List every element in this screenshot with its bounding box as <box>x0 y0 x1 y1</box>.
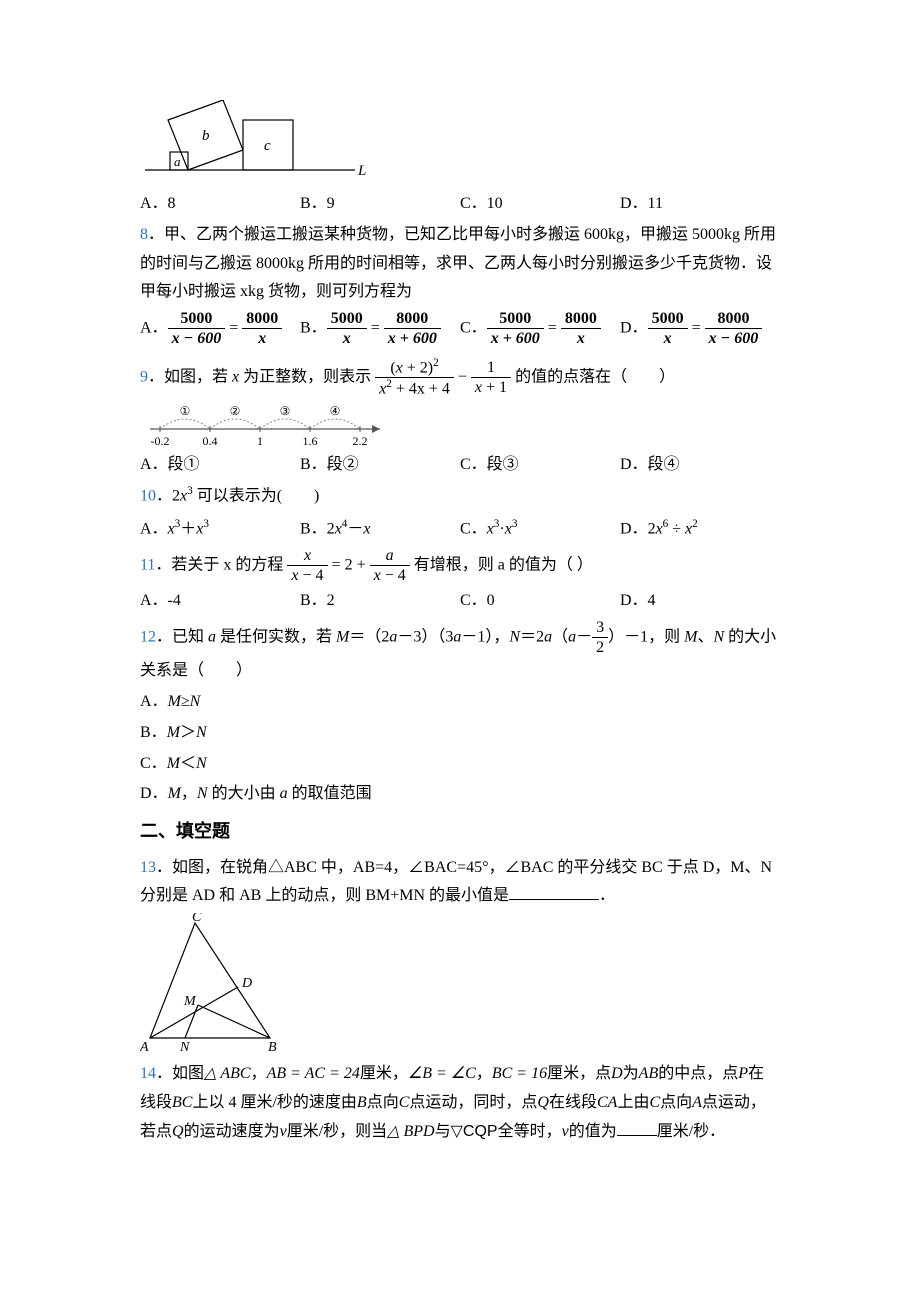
q12-stem: 12．已知 a 是任何实数，若 M＝（2a－3）（3a－1），N＝2a（a－32… <box>140 618 780 686</box>
q10-stem: 10．2x3 可以表示为( ) <box>140 481 780 511</box>
svg-text:1.6: 1.6 <box>303 434 318 448</box>
svg-text:0.4: 0.4 <box>203 434 218 448</box>
svg-text:L: L <box>357 163 366 179</box>
q11-opt-d: D．4 <box>620 587 780 616</box>
q10-options: A．x3＋x3 B．2x4－x C．x3·x3 D．2x6 ÷ x2 <box>140 514 780 544</box>
q12-opt-b: B．M＞N <box>140 719 780 748</box>
q10-opt-b: B．2x4－x <box>300 514 460 544</box>
q9-stem: 9．如图，若 x 为正整数，则表示 (x + 2)2 x2 + 4x + 4 −… <box>140 357 780 399</box>
svg-text:③: ③ <box>280 404 291 418</box>
q8-number: 8 <box>140 226 148 243</box>
q8-opt-b: B．5000x = 8000x + 600 <box>300 309 460 348</box>
q14-stem: 14．如图△ ABC，AB = AC = 24厘米，∠B = ∠C，BC = 1… <box>140 1060 780 1146</box>
svg-text:N: N <box>179 1040 190 1055</box>
q8-opt-d: D．5000x = 8000x − 600 <box>620 309 780 348</box>
q11-opt-c: C．0 <box>460 587 620 616</box>
q9-numberline: ① ② ③ ④ -0.2 0.4 1 1.6 2.2 <box>140 401 780 451</box>
q14-number: 14 <box>140 1065 156 1082</box>
q10-number: 10 <box>140 488 156 505</box>
q9-opt-b: B．段② <box>300 451 460 480</box>
q10-opt-a: A．x3＋x3 <box>140 514 300 544</box>
arc-3: ③ <box>260 404 310 429</box>
q7-figure: L a b c <box>140 100 780 190</box>
svg-text:b: b <box>202 128 210 144</box>
q9-opt-a: A．段① <box>140 451 300 480</box>
q12-opt-a: A．M≥N <box>140 688 780 717</box>
q12-opt-d: D．M，N 的大小由 a 的取值范围 <box>140 780 780 809</box>
arc-2: ② <box>210 404 260 429</box>
q9-opt-d: D．段④ <box>620 451 780 480</box>
svg-text:M: M <box>183 994 197 1009</box>
q12-options: A．M≥N B．M＞N C．M＜N D．M，N 的大小由 a 的取值范围 <box>140 688 780 809</box>
q7-opt-b: B．9 <box>300 190 460 219</box>
svg-text:②: ② <box>230 404 241 418</box>
q11-number: 11 <box>140 556 155 573</box>
q10-opt-c: C．x3·x3 <box>460 514 620 544</box>
svg-text:1: 1 <box>257 434 263 448</box>
q12-opt-c: C．M＜N <box>140 750 780 779</box>
q11-opt-a: A．-4 <box>140 587 300 616</box>
q11-opt-b: B．2 <box>300 587 460 616</box>
q8-opt-c: C．5000x + 600 = 8000x <box>460 309 620 348</box>
svg-text:a: a <box>174 154 181 169</box>
q7-opt-a: A．8 <box>140 190 300 219</box>
svg-text:A: A <box>140 1040 149 1055</box>
q10-opt-d: D．2x6 ÷ x2 <box>620 514 780 544</box>
arc-1: ① <box>160 404 210 429</box>
q13-number: 13 <box>140 859 156 876</box>
svg-text:④: ④ <box>330 404 341 418</box>
svg-text:c: c <box>264 138 271 154</box>
svg-text:D: D <box>241 976 252 991</box>
svg-text:2.2: 2.2 <box>353 434 368 448</box>
q8-stem: 8．甲、乙两个搬运工搬运某种货物，已知乙比甲每小时多搬运 600kg，甲搬运 5… <box>140 221 780 307</box>
svg-text:-0.2: -0.2 <box>151 434 170 448</box>
q9-number: 9 <box>140 368 148 385</box>
q9-opt-c: C．段③ <box>460 451 620 480</box>
section-2-heading: 二、填空题 <box>140 815 780 847</box>
q11-options: A．-4 B．2 C．0 D．4 <box>140 587 780 616</box>
q13-figure: A B C D M N <box>140 913 780 1058</box>
q8-opt-a: A．5000x − 600 = 8000x <box>140 309 300 348</box>
q8-options: A．5000x − 600 = 8000x B．5000x = 8000x + … <box>140 309 780 348</box>
q9-options: A．段① B．段② C．段③ D．段④ <box>140 451 780 480</box>
q7-opt-c: C．10 <box>460 190 620 219</box>
q14-blank <box>617 1119 657 1136</box>
q11-stem: 11．若关于 x 的方程 xx − 4 = 2 + ax − 4 有增根，则 a… <box>140 546 780 585</box>
exam-page: L a b c A．8 B．9 C．10 D．11 8．甲、乙两个搬运工搬运某种… <box>0 0 920 1209</box>
q13-stem: 13．如图，在锐角△ABC 中，AB=4，∠BAC=45°，∠BAC 的平分线交… <box>140 854 780 912</box>
svg-text:C: C <box>192 913 202 925</box>
arc-4: ④ <box>310 404 360 429</box>
svg-text:B: B <box>268 1040 277 1055</box>
q12-number: 12 <box>140 628 156 645</box>
q7-options: A．8 B．9 C．10 D．11 <box>140 190 780 219</box>
q13-blank <box>509 883 599 900</box>
svg-text:①: ① <box>180 404 191 418</box>
q7-opt-d: D．11 <box>620 190 780 219</box>
